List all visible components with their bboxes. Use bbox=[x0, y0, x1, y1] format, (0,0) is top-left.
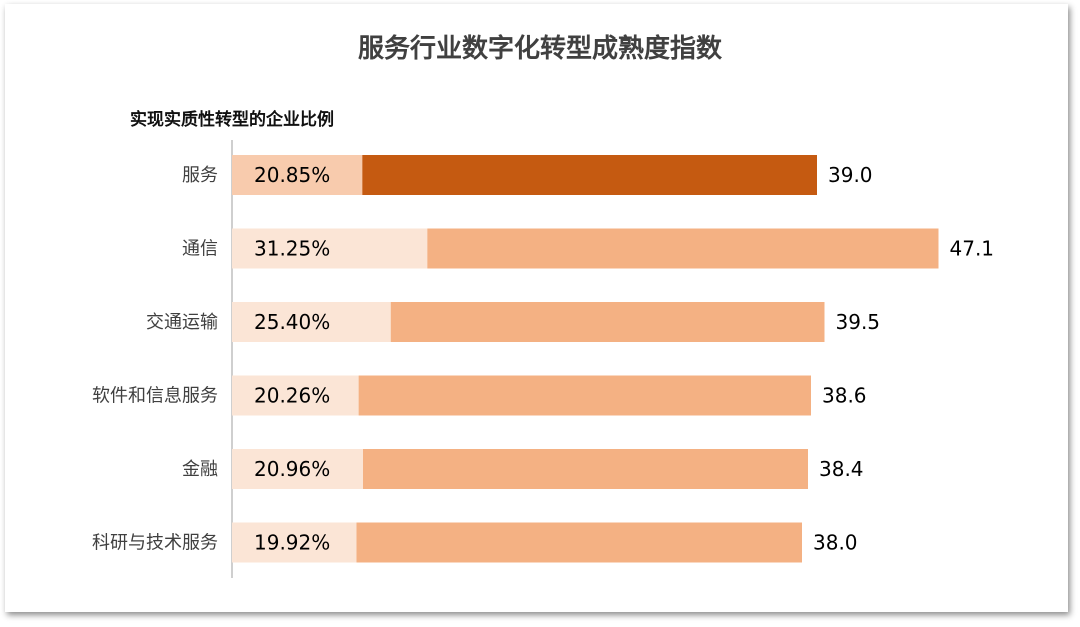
index-bar bbox=[362, 155, 817, 195]
pct-bar-segment bbox=[232, 155, 363, 195]
pct-bar-segment bbox=[232, 449, 363, 489]
index-bar bbox=[427, 228, 939, 269]
percent-label: 20.96% bbox=[254, 457, 330, 481]
index-bar bbox=[363, 449, 808, 489]
percent-label: 31.25% bbox=[254, 237, 330, 261]
category-label: 金融 bbox=[182, 459, 218, 480]
index-bar bbox=[356, 522, 802, 563]
percent-label: 19.92% bbox=[254, 531, 330, 555]
category-label: 服务 bbox=[182, 165, 218, 186]
pct-bar-segment bbox=[232, 522, 357, 563]
pct-bar-segment bbox=[232, 228, 428, 269]
category-label: 交通运输 bbox=[146, 312, 218, 333]
value-label: 38.0 bbox=[813, 531, 858, 555]
chart-title: 服务行业数字化转型成熟度指数 bbox=[357, 34, 722, 64]
category-label: 科研与技术服务 bbox=[92, 533, 218, 554]
category-label: 通信 bbox=[182, 239, 218, 260]
index-bar bbox=[390, 302, 825, 342]
percent-label: 20.26% bbox=[254, 384, 330, 408]
percent-label: 20.85% bbox=[254, 163, 330, 187]
percent-label: 25.40% bbox=[254, 310, 330, 334]
index-bar bbox=[358, 375, 811, 416]
pct-bar-segment bbox=[232, 375, 359, 416]
category-label: 软件和信息服务 bbox=[92, 386, 218, 407]
value-label: 38.6 bbox=[822, 384, 867, 408]
chart-subtitle: 实现实质性转型的企业比例 bbox=[130, 110, 334, 130]
value-label: 38.4 bbox=[819, 457, 864, 481]
value-label: 39.0 bbox=[828, 163, 873, 187]
pct-bar-segment bbox=[232, 302, 391, 342]
value-label: 47.1 bbox=[950, 237, 995, 261]
value-label: 39.5 bbox=[836, 310, 881, 334]
